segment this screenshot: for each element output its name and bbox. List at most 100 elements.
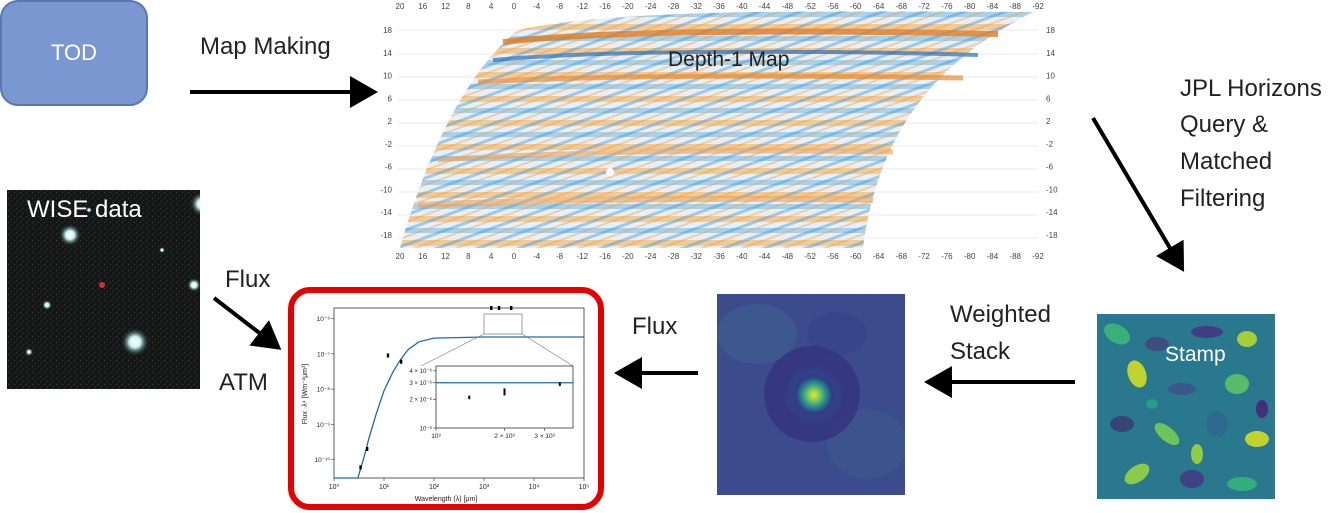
- map-xtick-top: -72: [918, 2, 930, 11]
- map-xtick-top: -64: [873, 2, 885, 11]
- map-xtick-bottom: -60: [850, 252, 862, 261]
- sed-point: [510, 306, 513, 310]
- inset-ytick: 3 × 10⁻⁶: [410, 380, 433, 387]
- depth-map-title: Depth-1 Map: [668, 48, 789, 71]
- map-xtick-bottom: -44: [759, 252, 771, 261]
- map-ytick-right: 14: [1046, 49, 1055, 58]
- weighted-label: Weighted: [950, 301, 1051, 328]
- inset-ytick: 2 × 10⁻⁶: [410, 397, 433, 404]
- sed-point: [359, 465, 362, 470]
- inset-xtick: 2 × 10³: [494, 433, 515, 440]
- map-xtick-bottom: -12: [577, 252, 589, 261]
- flux-left-label: Flux: [225, 266, 271, 293]
- map-xtick-bottom: 16: [418, 252, 427, 261]
- map-xtick-bottom: -56: [827, 252, 839, 261]
- sed-ytick: 10⁻⁶: [317, 316, 331, 323]
- map-xtick-top: 4: [489, 2, 494, 11]
- map-xtick-bottom: -72: [918, 252, 930, 261]
- wise-stars: [7, 190, 200, 389]
- map-xtick-bottom: 4: [489, 252, 494, 261]
- map-xtick-bottom: -84: [987, 252, 999, 261]
- sed-point: [497, 306, 501, 310]
- flux-mid-label: Flux: [632, 313, 678, 340]
- jpl-line-1: JPL Horizons: [1180, 75, 1322, 102]
- map-ytick-right: -18: [1046, 231, 1058, 240]
- map-xtick-bottom: 12: [441, 252, 450, 261]
- jpl-line-4: Filtering: [1180, 185, 1266, 212]
- map-ytick-left: 14: [383, 49, 392, 58]
- map-xtick-top: -36: [713, 2, 725, 11]
- wise-label: WISE data: [27, 196, 142, 223]
- inset-xtick: 3 × 10³: [534, 433, 555, 440]
- sed-ylabel: Flux ·λ⁴ [Wm⁻²μm³]: [302, 364, 309, 425]
- map-xtick-top: -8: [556, 2, 564, 11]
- sed-point: [490, 306, 493, 310]
- map-xtick-top: -40: [736, 2, 748, 11]
- map-ytick-right: 18: [1046, 26, 1055, 35]
- sed-xtick: 10³: [479, 484, 490, 491]
- inset-source-box: [483, 313, 523, 335]
- map-ytick-right: 2: [1046, 117, 1051, 126]
- sed-ytick: 10⁻⁹: [317, 422, 331, 429]
- sed-xtick: 10¹: [379, 484, 390, 491]
- sed-point: [399, 359, 403, 364]
- map-xtick-bottom: -64: [873, 252, 885, 261]
- map-ytick-right: -6: [1046, 163, 1054, 172]
- map-xtick-top: -80: [964, 2, 976, 11]
- sed-point: [386, 353, 390, 358]
- tod-box: TOD: [0, 0, 148, 106]
- sed-point: [365, 446, 369, 451]
- map-xtick-bottom: 20: [396, 252, 405, 261]
- map-xtick-top: 12: [441, 2, 450, 11]
- inset-plot-area: [435, 365, 574, 429]
- map-xtick-bottom: 0: [512, 252, 517, 261]
- map-xtick-top: -48: [782, 2, 794, 11]
- map-xtick-top: -28: [668, 2, 680, 11]
- map-xtick-top: -44: [759, 2, 771, 11]
- inset-point: [558, 382, 561, 386]
- map-xtick-bottom: 8: [466, 252, 471, 261]
- map-xtick-bottom: -36: [713, 252, 725, 261]
- sed-plot-area: [333, 307, 585, 479]
- map-xtick-top: -60: [850, 2, 862, 11]
- map-ytick-left: -2: [385, 140, 393, 149]
- wise-image: WISE data: [7, 190, 200, 389]
- map-ytick-left: 10: [383, 72, 392, 81]
- sed-model-curve: [334, 336, 584, 479]
- map-xtick-bottom: -80: [964, 252, 976, 261]
- atm-label: ATM: [219, 369, 268, 396]
- map-ytick-right: -14: [1046, 208, 1058, 217]
- weighted-stack-image: [717, 294, 905, 495]
- map-ytick-right: -10: [1046, 185, 1058, 194]
- map-xtick-bottom: -52: [804, 252, 816, 261]
- map-xtick-top: -84: [987, 2, 999, 11]
- sed-ytick: 10⁻⁷: [317, 351, 331, 358]
- map-xtick-bottom: -32: [690, 252, 702, 261]
- map-xtick-top: -76: [941, 2, 953, 11]
- map-xtick-bottom: -8: [556, 252, 564, 261]
- map-xtick-top: 8: [466, 2, 471, 11]
- sed-chart: 10⁰ 10¹ 10² 10³ 10⁴ 10⁵ 10⁻¹⁰ 10⁻⁹ 10⁻⁸ 10⁻⁷ 10⁻⁶…: [302, 306, 589, 503]
- inset-ytick: 4 × 10⁻⁶: [410, 368, 433, 375]
- map-ytick-left: 6: [388, 94, 393, 103]
- map-xtick-bottom: -68: [896, 252, 908, 261]
- map-xtick-top: -68: [896, 2, 908, 11]
- inset-point: [468, 395, 471, 400]
- map-xtick-bottom: -20: [622, 252, 634, 261]
- map-xtick-top: -16: [599, 2, 611, 11]
- map-xtick-bottom: -88: [1009, 252, 1021, 261]
- map-xtick-top: 16: [418, 2, 427, 11]
- sed-xtick: 10⁰: [329, 483, 340, 491]
- map-xtick-top: -12: [577, 2, 589, 11]
- map-ytick-left: 2: [388, 117, 393, 126]
- map-xtick-top: 0: [512, 2, 517, 11]
- map-xtick-bottom: -76: [941, 252, 953, 261]
- map-xtick-bottom: -48: [782, 252, 794, 261]
- map-xtick-top: -56: [827, 2, 839, 11]
- map-xtick-top: 20: [396, 2, 405, 11]
- map-xtick-bottom: -40: [736, 252, 748, 261]
- map-xtick-top: -52: [804, 2, 816, 11]
- stamp-label: Stamp: [1165, 343, 1226, 366]
- map-ytick-left: 18: [383, 26, 392, 35]
